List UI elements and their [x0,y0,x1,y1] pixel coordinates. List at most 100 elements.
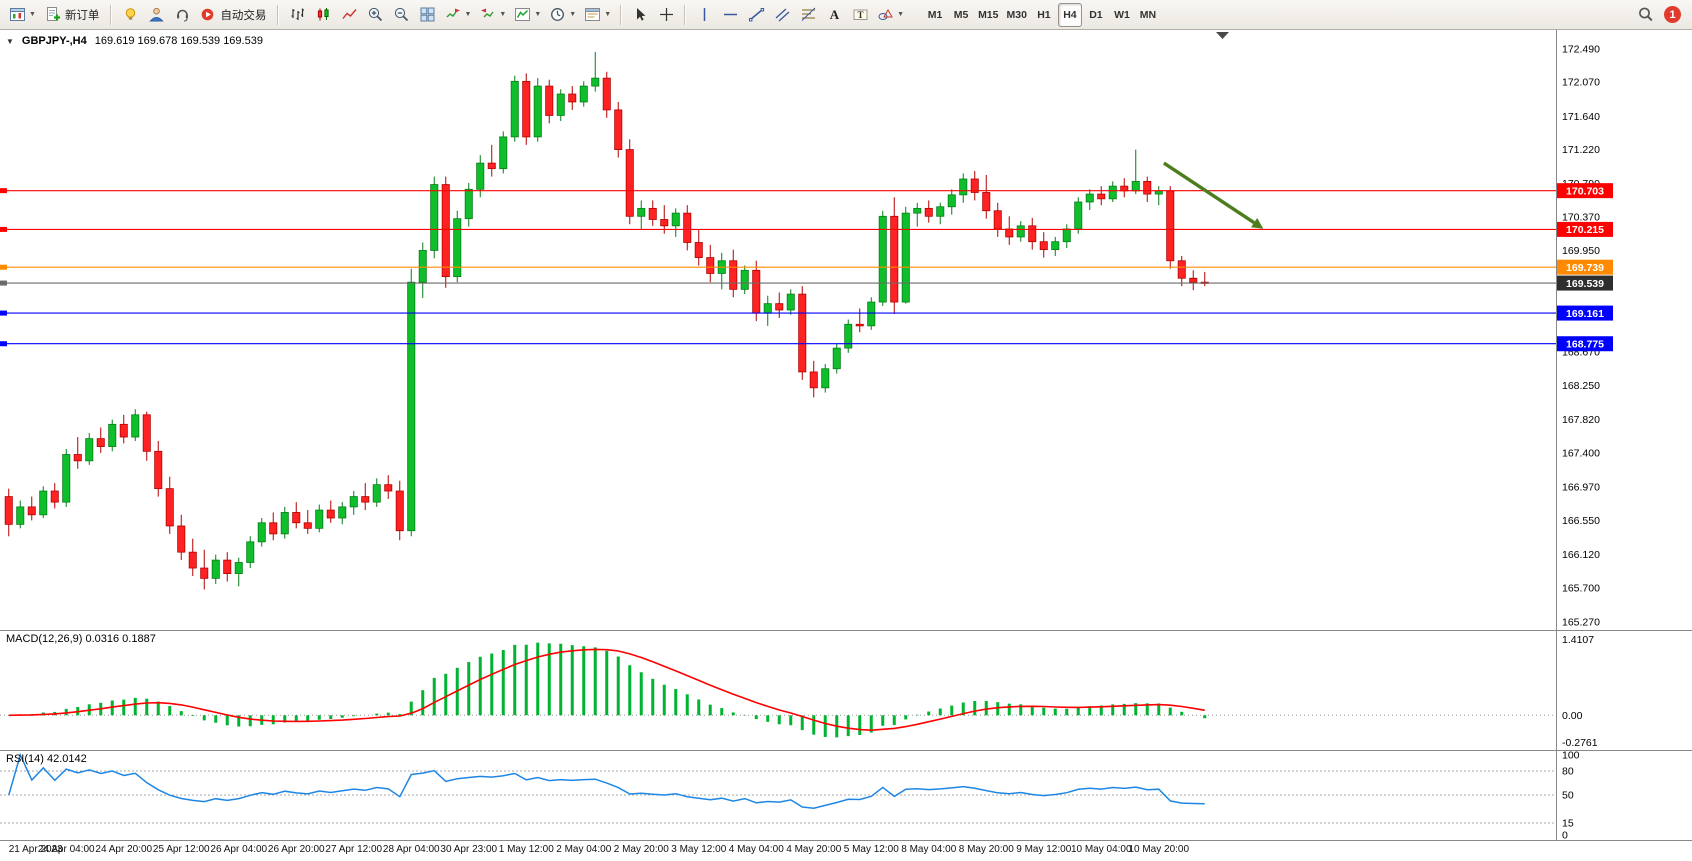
macd-signal-line [8,648,1205,732]
text-label-button[interactable]: T [848,3,872,27]
indicators-icon [515,8,531,21]
timeframe-m30-button[interactable]: M30 [1004,3,1030,27]
svg-text:171.220: 171.220 [1562,144,1600,156]
signals-button[interactable] [144,3,168,27]
time-label: 30 Apr 23:00 [440,844,498,855]
vertical-line-icon [703,8,705,21]
search-button[interactable] [1633,3,1657,27]
chart-shift-icon [481,8,494,18]
svg-text:168.250: 168.250 [1562,380,1600,392]
time-label: 10 May 20:00 [1128,844,1190,855]
timeframe-mn-button[interactable]: MN [1136,3,1160,27]
chart-canvas[interactable]: 172.490172.070171.640171.220170.790170.3… [0,30,1692,861]
price-level[interactable]: 169.539 [0,275,1613,291]
time-label: 24 Apr 04:00 [37,844,95,855]
new-chart-button[interactable]: ▼ [6,3,39,27]
autotrading-label: 自动交易 [220,9,267,22]
price-tag [1557,305,1613,321]
chevron-down-icon: ▼ [569,11,577,18]
timeframe-m5-button[interactable]: M5 [949,3,973,27]
new-order-button[interactable]: 新订单 [41,3,105,27]
line-chart-mode-button[interactable] [337,3,361,27]
macd-histogram [18,642,1207,738]
chevron-down-icon: ▼ [897,11,905,18]
line-chart-icon [342,9,357,19]
oneclick-collapse-icon[interactable]: ▼ [6,36,14,46]
chart-header: ▼ GBPJPY-,H4 169.619 169.678 169.539 169… [6,35,263,47]
tile-windows-button[interactable] [415,3,439,27]
time-label: 4 May 04:00 [728,844,784,855]
svg-text:-0.2761: -0.2761 [1562,737,1598,749]
timeframe-h4-button[interactable]: H4 [1057,2,1082,27]
candlestick-icon [317,8,329,21]
chevron-down-icon: ▼ [464,11,472,18]
level-left-marker [0,310,7,316]
timeframe-m1-button[interactable]: M1 [923,3,947,27]
bar-chart-mode-button[interactable] [285,3,309,27]
rsi-label: RSI(14) 42.0142 [6,753,87,765]
time-label: 26 Apr 20:00 [267,844,325,855]
svg-text:172.490: 172.490 [1562,43,1600,55]
periods-button[interactable]: ▼ [546,3,579,27]
market-button[interactable] [118,3,142,27]
text-button[interactable]: A [822,3,846,27]
time-label: 21 Apr 2023 [8,844,63,855]
cursor-button[interactable] [628,3,652,27]
price-level[interactable]: 169.161 [0,305,1613,321]
price-level[interactable]: 170.215 [0,221,1613,237]
support-button[interactable] [170,3,194,27]
price-level[interactable]: 170.703 [0,183,1613,199]
lightbulb-icon [125,8,136,20]
fibonacci-button[interactable] [796,3,820,27]
svg-text:171.640: 171.640 [1562,111,1600,123]
auto-scroll-button[interactable]: ▼ [441,3,474,27]
zoom-in-button[interactable] [363,3,387,27]
timeframe-m15-button[interactable]: M15 [975,3,1001,27]
shapes-button[interactable]: ▼ [874,3,907,27]
shapes-icon [878,8,893,20]
time-label: 26 Apr 04:00 [210,844,268,855]
time-label: 4 May 20:00 [786,844,842,855]
chart-shift-button[interactable]: ▼ [476,3,509,27]
person-icon [149,7,164,22]
svg-text:168.775: 168.775 [1566,339,1604,351]
svg-text:165.700: 165.700 [1562,582,1600,594]
timeframe-h1-button[interactable]: H1 [1032,3,1056,27]
price-tag [1557,183,1613,199]
indicators-button[interactable]: ▼ [511,3,544,27]
horizontal-line-button[interactable] [718,3,742,27]
chart-area[interactable]: 172.490172.070171.640171.220170.790170.3… [0,30,1692,861]
toolbar: ▼ 新订单 自动交易 [0,0,1692,30]
timeframe-w1-button[interactable]: W1 [1110,3,1134,27]
candlestick-mode-button[interactable] [311,3,335,27]
timeframe-d1-button[interactable]: D1 [1084,3,1108,27]
svg-text:T: T [857,10,863,20]
price-level[interactable]: 168.775 [0,336,1613,352]
channel-button[interactable] [770,3,794,27]
fibonacci-icon [801,7,815,21]
trendline-button[interactable] [744,3,768,27]
autotrading-button[interactable]: 自动交易 [196,3,271,27]
level-left-marker [0,188,7,194]
crosshair-button[interactable] [654,3,678,27]
svg-text:0: 0 [1562,830,1568,842]
svg-text:170.703: 170.703 [1566,185,1604,197]
time-label: 8 May 20:00 [958,844,1014,855]
timeframe-group: M1 M5 M15 M30 H1 H4 D1 W1 MN [922,2,1161,27]
level-left-marker [0,264,7,270]
chevron-down-icon: ▼ [604,11,612,18]
svg-text:0.00: 0.00 [1562,710,1583,722]
price-level[interactable]: 169.739 [0,259,1613,275]
headset-icon [176,9,188,22]
notification-badge[interactable]: 1 [1664,6,1681,23]
templates-button[interactable]: ▼ [581,3,614,27]
svg-text:1.4107: 1.4107 [1562,634,1594,646]
zoom-out-button[interactable] [389,3,413,27]
vertical-line-button[interactable] [692,3,716,27]
trend-arrow[interactable] [1162,161,1264,229]
template-icon [585,8,601,21]
clock-icon [551,8,565,21]
macd-axis: 1.4107 0.00 -0.2761 [1562,634,1598,749]
autotrading-icon [202,8,214,21]
svg-text:170.215: 170.215 [1566,224,1604,236]
